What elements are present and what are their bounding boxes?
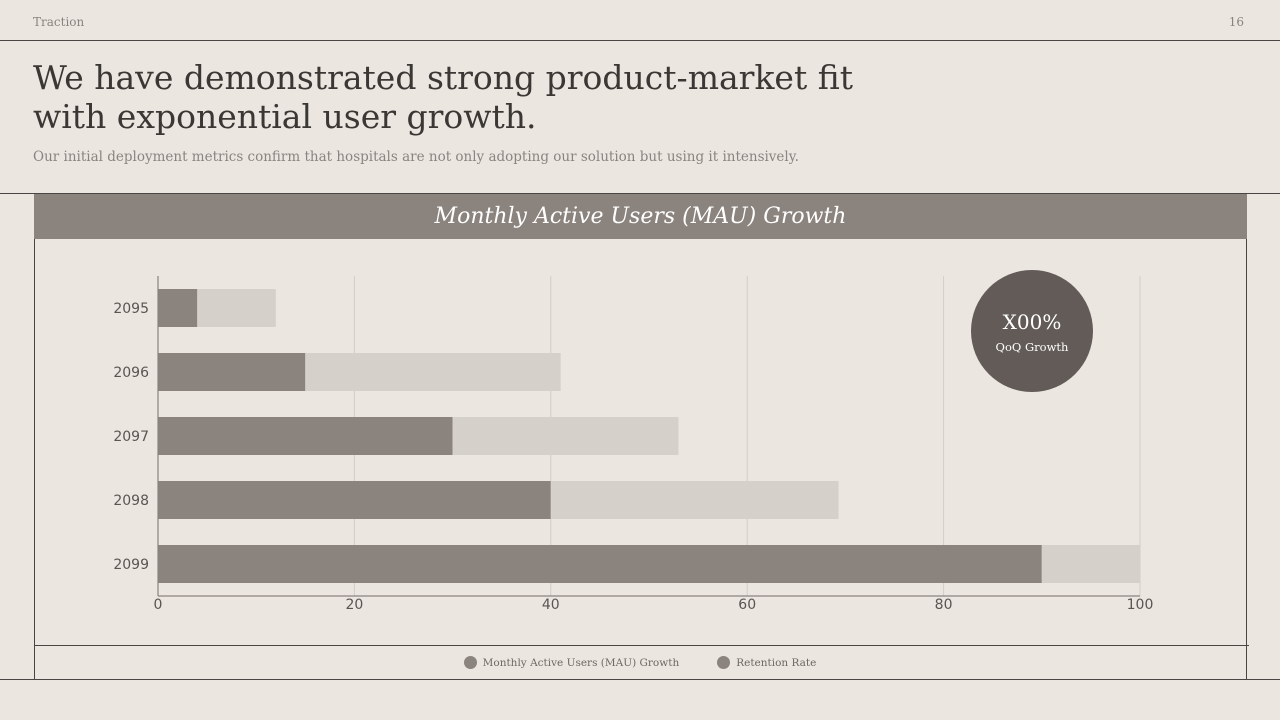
chart-top-divider	[0, 193, 1280, 194]
bar-retention	[305, 353, 561, 391]
legend-label-retention: Retention Rate	[736, 656, 817, 669]
bar-retention	[452, 417, 679, 455]
x-tick-label: 60	[738, 597, 756, 613]
page-title: We have demonstrated strong product-mark…	[33, 58, 853, 136]
y-tick-label: 2097	[113, 429, 149, 445]
y-tick-label: 2095	[113, 301, 149, 317]
bar-retention	[197, 289, 276, 327]
y-tick-label: 2096	[113, 365, 149, 381]
y-tick-label: 2098	[113, 493, 149, 509]
bar-retention	[1041, 545, 1140, 583]
bar-retention	[550, 481, 839, 519]
x-tick-label: 100	[1127, 597, 1154, 613]
y-tick-label: 2099	[113, 557, 149, 573]
page-subtitle: Our initial deployment metrics confirm t…	[33, 149, 799, 165]
growth-badge: X00% QoQ Growth	[971, 270, 1093, 392]
page-number: 16	[1228, 15, 1244, 29]
growth-badge-value: X00%	[1002, 310, 1062, 334]
bar-mau	[158, 417, 453, 455]
legend-swatch-mau	[463, 656, 477, 669]
chart-legend: Monthly Active Users (MAU) Growth Retent…	[0, 656, 1280, 669]
legend-swatch-retention	[717, 656, 731, 669]
bar-mau	[158, 481, 551, 519]
x-tick-label: 80	[935, 597, 953, 613]
chart-frame	[34, 193, 1247, 679]
legend-divider	[34, 645, 1249, 646]
bar-mau	[158, 289, 198, 327]
section-label: Traction	[33, 15, 85, 29]
growth-badge-label: QoQ Growth	[995, 340, 1069, 354]
x-tick-label: 20	[345, 597, 363, 613]
bar-mau	[158, 545, 1042, 583]
bar-mau	[158, 353, 306, 391]
bottom-divider	[0, 679, 1280, 680]
legend-item-retention: Retention Rate	[717, 656, 816, 669]
legend-label-mau: Monthly Active Users (MAU) Growth	[482, 656, 680, 669]
legend-item-mau: Monthly Active Users (MAU) Growth	[463, 656, 680, 669]
chart-title: Monthly Active Users (MAU) Growth	[34, 194, 1247, 239]
header-divider	[0, 40, 1280, 41]
x-tick-label: 0	[154, 597, 163, 613]
x-tick-label: 40	[542, 597, 560, 613]
